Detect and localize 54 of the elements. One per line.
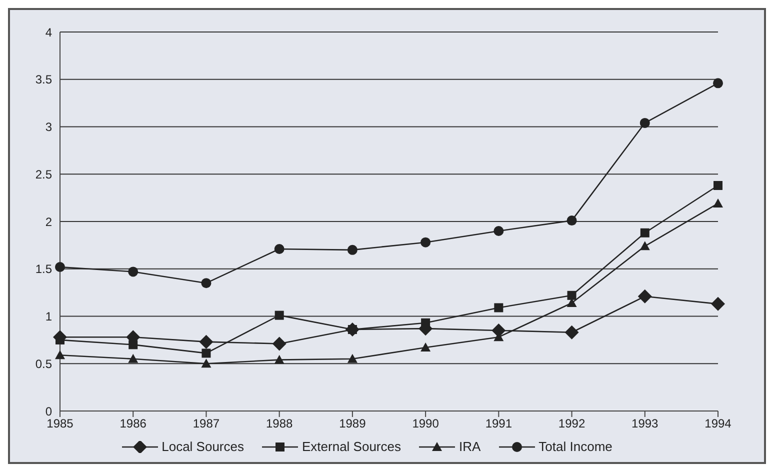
y-tick-label: 4 xyxy=(45,25,52,40)
point xyxy=(274,244,284,254)
x-tick-label: 1993 xyxy=(632,416,659,431)
y-tick-label: 3 xyxy=(45,120,52,134)
point xyxy=(713,198,723,208)
point xyxy=(494,303,504,312)
point xyxy=(128,340,138,350)
legend-label: Total Income xyxy=(538,439,612,454)
point xyxy=(421,318,430,328)
point xyxy=(494,226,504,236)
point xyxy=(201,358,212,368)
x-tick-label: 1990 xyxy=(412,416,440,431)
x-tick-label: 1986 xyxy=(120,416,147,431)
legend-label: Local Sources xyxy=(162,439,244,454)
point xyxy=(714,180,722,190)
point xyxy=(713,78,723,88)
y-tick-label: 1.5 xyxy=(35,262,52,276)
point xyxy=(638,289,652,304)
point xyxy=(55,350,65,360)
point xyxy=(274,310,284,320)
point xyxy=(640,118,650,128)
y-tick-label: 2 xyxy=(45,214,52,229)
legend-label: External Sources xyxy=(302,439,401,454)
x-tick-label: 1987 xyxy=(192,416,220,431)
y-tick-label: 3.5 xyxy=(35,72,52,87)
y-tick-label: 0 xyxy=(45,404,52,418)
y-tick-label: 0.5 xyxy=(35,356,52,371)
y-tick-label: 1 xyxy=(45,310,52,324)
point xyxy=(274,354,284,364)
point xyxy=(567,290,576,300)
legend-label: IRA xyxy=(459,439,481,454)
point xyxy=(347,244,358,255)
point xyxy=(420,237,431,248)
x-tick-label: 1988 xyxy=(266,416,294,431)
point xyxy=(272,336,286,351)
x-tick-label: 1985 xyxy=(46,416,74,431)
point xyxy=(566,216,577,226)
point xyxy=(201,278,212,288)
point xyxy=(420,342,431,352)
x-tick-label: 1989 xyxy=(339,416,366,431)
x-tick-label: 1994 xyxy=(704,416,732,431)
point xyxy=(347,354,358,363)
x-tick-label: 1991 xyxy=(485,416,512,431)
point xyxy=(711,296,725,311)
point xyxy=(128,266,138,277)
point xyxy=(55,262,65,272)
point xyxy=(202,348,211,358)
point xyxy=(640,241,650,250)
x-tick-label: 1992 xyxy=(558,416,586,431)
point xyxy=(564,325,579,340)
point xyxy=(128,354,138,363)
point xyxy=(640,228,650,238)
point xyxy=(199,334,214,349)
y-tick-label: 2.5 xyxy=(35,167,52,182)
